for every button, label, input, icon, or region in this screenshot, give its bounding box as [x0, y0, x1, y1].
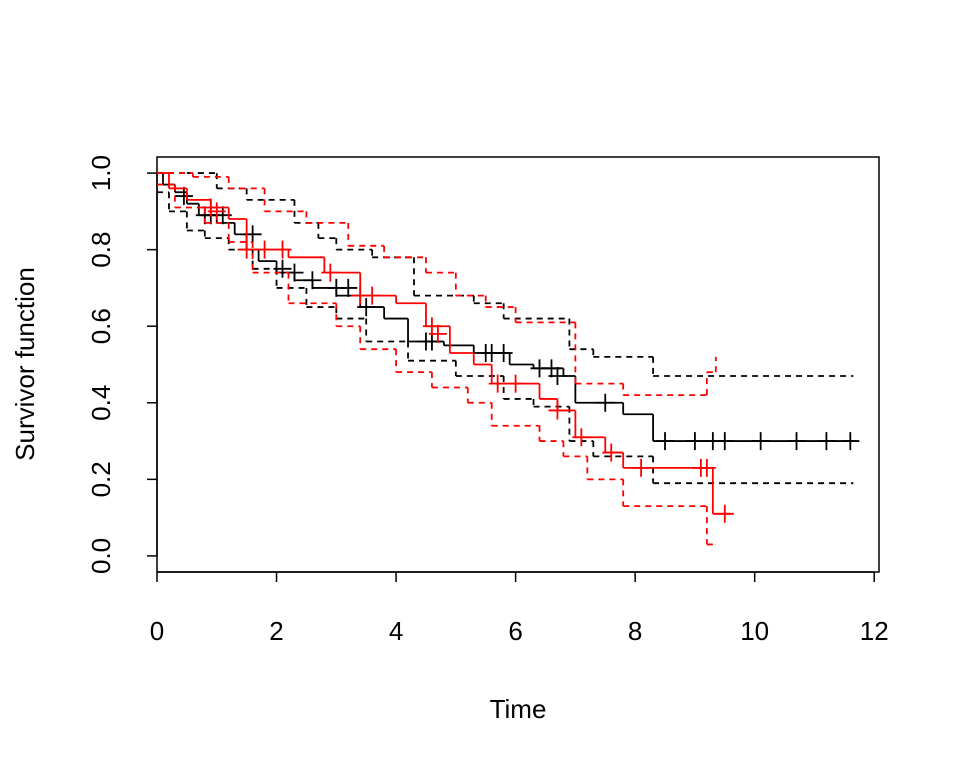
y-tick-label: 0.0 — [86, 538, 116, 574]
x-tick-label: 10 — [740, 616, 769, 646]
censor-mark — [488, 374, 507, 393]
censor-mark — [494, 344, 513, 363]
censor-mark — [548, 366, 567, 385]
y-tick-label: 1.0 — [86, 155, 116, 191]
x-tick-label: 0 — [150, 616, 164, 646]
y-tick-label: 0.4 — [86, 385, 116, 421]
y-tick-label: 0.2 — [86, 461, 116, 497]
censor-mark — [255, 240, 274, 259]
censor-mark — [751, 432, 770, 451]
censor-mark — [697, 458, 716, 477]
x-tick-label: 2 — [269, 616, 283, 646]
censor-mark — [841, 432, 860, 451]
censor-mark — [548, 401, 567, 420]
censor-mark — [572, 428, 591, 447]
x-tick-label: 8 — [628, 616, 642, 646]
censor-mark — [363, 286, 382, 305]
censor-mark — [207, 202, 226, 221]
censor-mark — [596, 393, 615, 412]
censor-mark — [303, 271, 322, 290]
y-tick-label: 0.8 — [86, 232, 116, 268]
x-tick-label: 6 — [508, 616, 522, 646]
censor-mark — [237, 240, 256, 259]
censor-mark — [321, 263, 340, 282]
censor-mark — [174, 187, 193, 206]
censor-mark — [357, 298, 376, 317]
censor-mark — [428, 324, 447, 343]
y-tick-label: 0.6 — [86, 308, 116, 344]
censor-mark — [715, 432, 734, 451]
censor-mark — [273, 240, 292, 259]
y-axis-label: Survivor function — [10, 267, 40, 461]
censor-mark — [632, 458, 651, 477]
censor-mark — [817, 432, 836, 451]
censor-mark — [602, 443, 621, 462]
censor-mark — [339, 278, 358, 297]
censor-mark — [656, 432, 675, 451]
x-tick-label: 4 — [389, 616, 403, 646]
censor-mark — [715, 504, 734, 523]
x-tick-label: 12 — [860, 616, 889, 646]
x-axis-label: Time — [490, 694, 547, 724]
censor-mark — [787, 432, 806, 451]
censor-mark — [506, 374, 525, 393]
censor-mark — [685, 432, 704, 451]
